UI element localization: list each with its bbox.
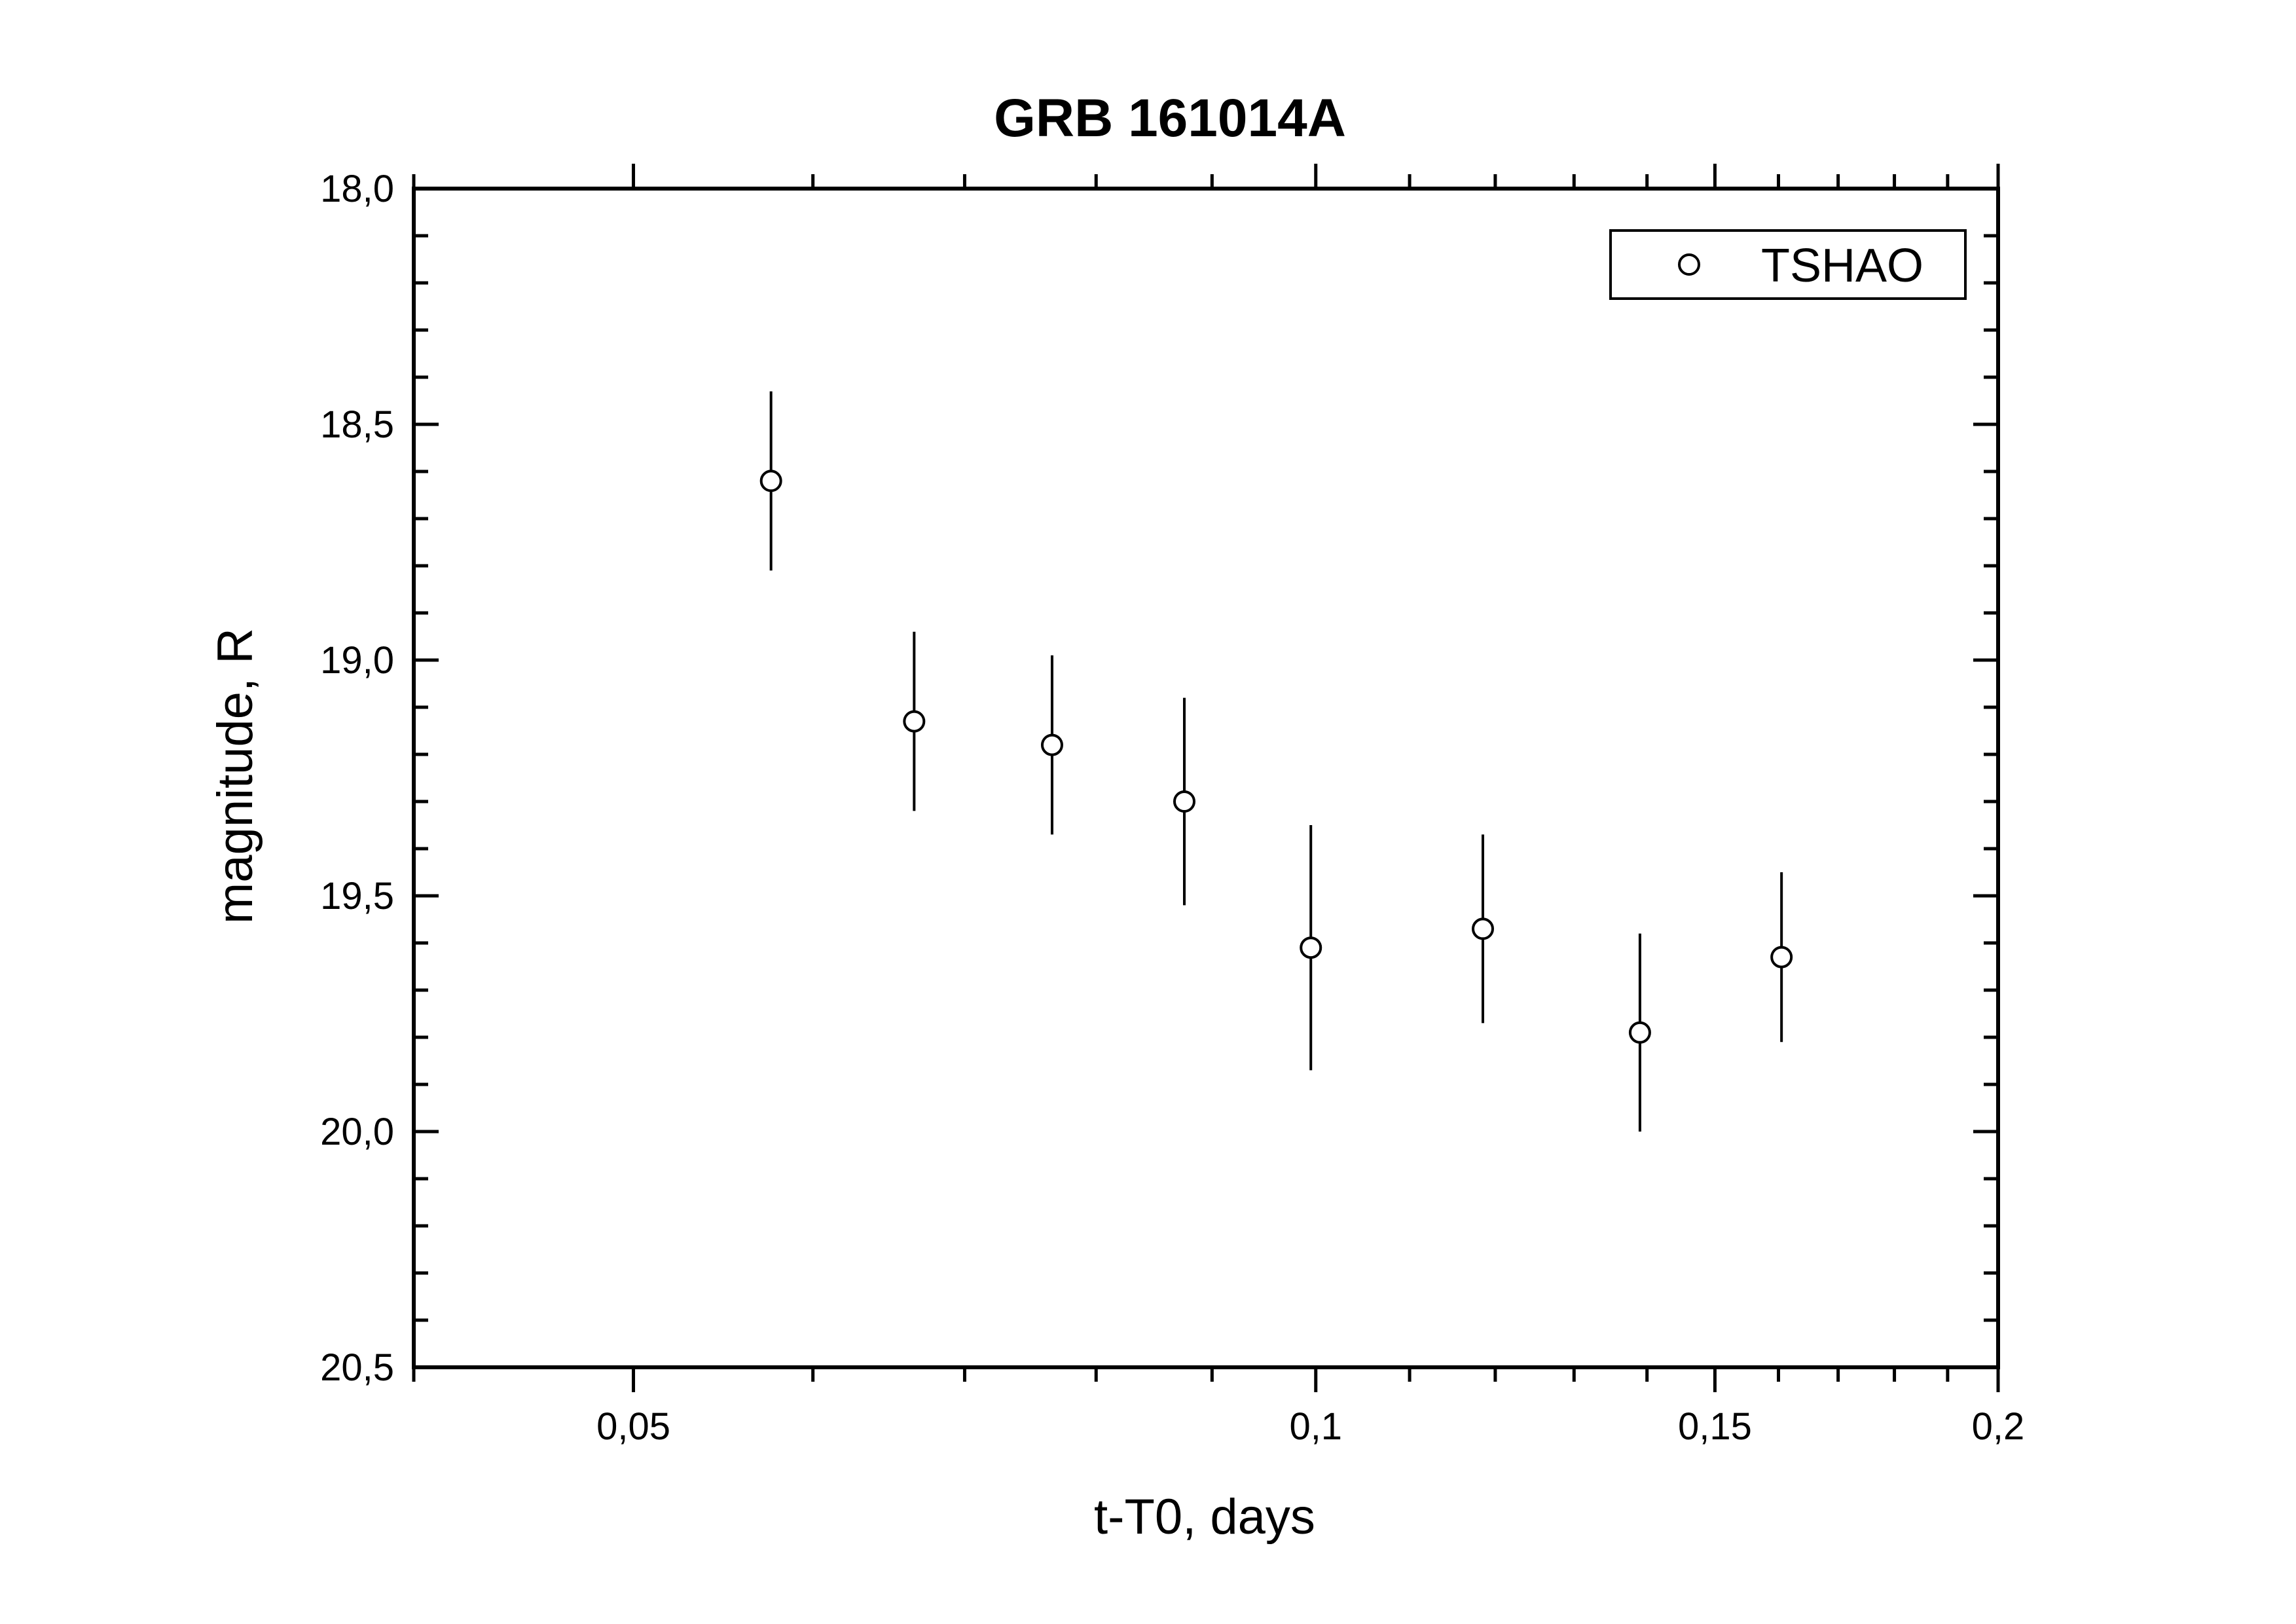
data-point xyxy=(1300,936,1322,959)
data-point xyxy=(1173,790,1195,813)
data-point xyxy=(1770,946,1793,969)
x-axis-title: t-T0, days xyxy=(1094,1489,1315,1545)
y-axis: 18,0 18,5 19,0 19,5 20,0 20,5 xyxy=(320,168,1998,1389)
y-tick-label: 20,0 xyxy=(320,1111,394,1153)
y-axis-title: magnitude, R xyxy=(208,628,263,924)
x-tick-label: 0,1 xyxy=(1289,1405,1342,1448)
x-axis: 0,05 0,1 0,15 0,2 xyxy=(412,164,2025,1448)
data-point xyxy=(903,710,926,733)
plot-frame xyxy=(412,187,2000,1369)
legend: TSHAO xyxy=(1609,229,1967,300)
y-tick-label: 18,0 xyxy=(320,168,394,210)
legend-label: TSHAO xyxy=(1761,240,1923,292)
legend-box xyxy=(1609,229,1967,300)
y-tick-label: 18,5 xyxy=(320,403,394,446)
y-tick-label: 19,5 xyxy=(320,875,394,917)
x-tick-label: 0,15 xyxy=(1678,1405,1752,1448)
data-point xyxy=(1040,733,1063,756)
data-point xyxy=(1471,917,1494,940)
data-point xyxy=(1628,1021,1651,1044)
plot-area xyxy=(412,187,2000,1369)
legend-marker xyxy=(1678,253,1700,276)
y-tick-label: 20,5 xyxy=(320,1346,394,1389)
data-point xyxy=(759,470,782,492)
chart-title: GRB 161014A xyxy=(994,88,1346,148)
x-tick-label: 0,2 xyxy=(1972,1405,2025,1448)
y-tick-label: 19,0 xyxy=(320,639,394,682)
x-tick-label: 0,05 xyxy=(596,1405,670,1448)
data-series-tshao xyxy=(759,391,1793,1132)
